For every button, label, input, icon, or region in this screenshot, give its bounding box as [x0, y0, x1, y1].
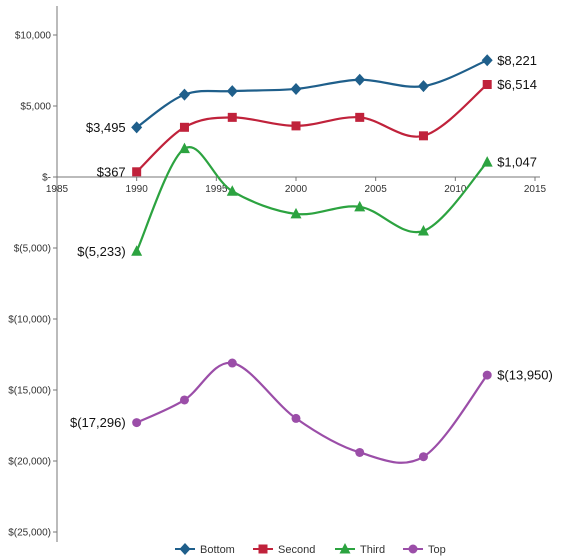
- data-point-bottom: [178, 88, 190, 101]
- data-label-bottom: $3,495: [86, 120, 126, 135]
- data-label-second: $367: [97, 164, 126, 179]
- data-point-second: [355, 112, 365, 122]
- data-point-third: [178, 142, 190, 154]
- data-point-second: [482, 80, 492, 90]
- y-tick-label: $10,000: [15, 31, 52, 42]
- data-point-top: [482, 370, 492, 380]
- legend-item-bottom: Bottom: [175, 543, 235, 556]
- y-tick-label: $(5,000): [14, 244, 51, 255]
- data-point-second: [418, 131, 428, 141]
- data-label-bottom: $8,221: [497, 53, 537, 68]
- data-point-third: [354, 200, 366, 212]
- data-point-top: [227, 358, 237, 368]
- data-point-third: [481, 156, 493, 167]
- data-point-top: [132, 418, 142, 428]
- data-point-third: [417, 224, 429, 236]
- legend-label: Top: [428, 544, 446, 556]
- series-line-top: [136, 361, 489, 464]
- y-tick-label: $(25,000): [8, 528, 51, 539]
- legend-label: Bottom: [200, 544, 235, 556]
- data-point-top: [355, 447, 365, 457]
- legend-label: Third: [360, 544, 385, 556]
- data-label-third: $(5,233): [77, 244, 125, 259]
- axes: $10,000 $5,000 $- $(5,000) $(10,000) $(15,000…: [8, 6, 547, 542]
- data-point-second: [227, 112, 237, 122]
- series-top: [132, 358, 492, 464]
- series-line-third: [135, 145, 489, 252]
- legend-marker-top: [408, 544, 418, 554]
- legend-item-second: Second: [253, 544, 315, 556]
- data-label-top: $(13,950): [497, 368, 553, 383]
- series-second: [132, 80, 492, 177]
- legend-marker-third: [339, 543, 351, 554]
- series-layer: [131, 54, 493, 464]
- data-point-bottom: [290, 82, 302, 95]
- legend-item-third: Third: [335, 543, 385, 556]
- data-point-second: [179, 122, 189, 132]
- y-tick-label: $(20,000): [8, 457, 51, 468]
- legend: Bottom Second Third Top: [175, 543, 446, 556]
- series-line-bottom: [136, 59, 488, 129]
- legend-label: Second: [278, 544, 315, 556]
- series-line-second: [135, 83, 488, 173]
- y-tick-label: $-: [42, 173, 51, 184]
- data-point-top: [418, 452, 428, 462]
- data-point-second: [291, 121, 301, 131]
- data-point-bottom: [131, 121, 143, 134]
- x-tick-label: 1995: [205, 184, 228, 195]
- data-label-top: $(17,296): [70, 415, 126, 430]
- data-point-bottom: [417, 80, 429, 93]
- data-point-top: [291, 413, 301, 423]
- x-tick-label: 2015: [524, 184, 547, 195]
- data-point-third: [131, 245, 143, 256]
- data-point-top: [179, 395, 189, 405]
- legend-marker-bottom: [179, 543, 191, 555]
- x-tick-label: 2010: [444, 184, 467, 195]
- y-tick-label: $(15,000): [8, 386, 51, 397]
- y-tick-label: $(10,000): [8, 315, 51, 326]
- series-bottom: [131, 54, 493, 134]
- series-third: [131, 142, 493, 256]
- x-tick-label: 2005: [365, 184, 388, 195]
- legend-marker-second: [258, 544, 268, 554]
- x-tick-label: 1985: [46, 184, 69, 195]
- data-point-third: [290, 207, 302, 219]
- x-tick-label: 1990: [126, 184, 149, 195]
- x-tick-label: 2000: [285, 184, 308, 195]
- y-tick-label: $5,000: [20, 102, 51, 113]
- data-point-second: [132, 167, 142, 177]
- data-label-third: $1,047: [497, 155, 537, 170]
- data-labels: $3,495 $8,221 $367 $6,514 $(5,233) $1,047 $(17…: [70, 53, 553, 430]
- data-label-second: $6,514: [497, 77, 537, 92]
- data-point-third: [226, 185, 238, 196]
- data-point-bottom: [226, 85, 238, 98]
- data-point-bottom: [354, 73, 366, 86]
- legend-item-top: Top: [403, 544, 446, 556]
- data-point-bottom: [481, 54, 493, 67]
